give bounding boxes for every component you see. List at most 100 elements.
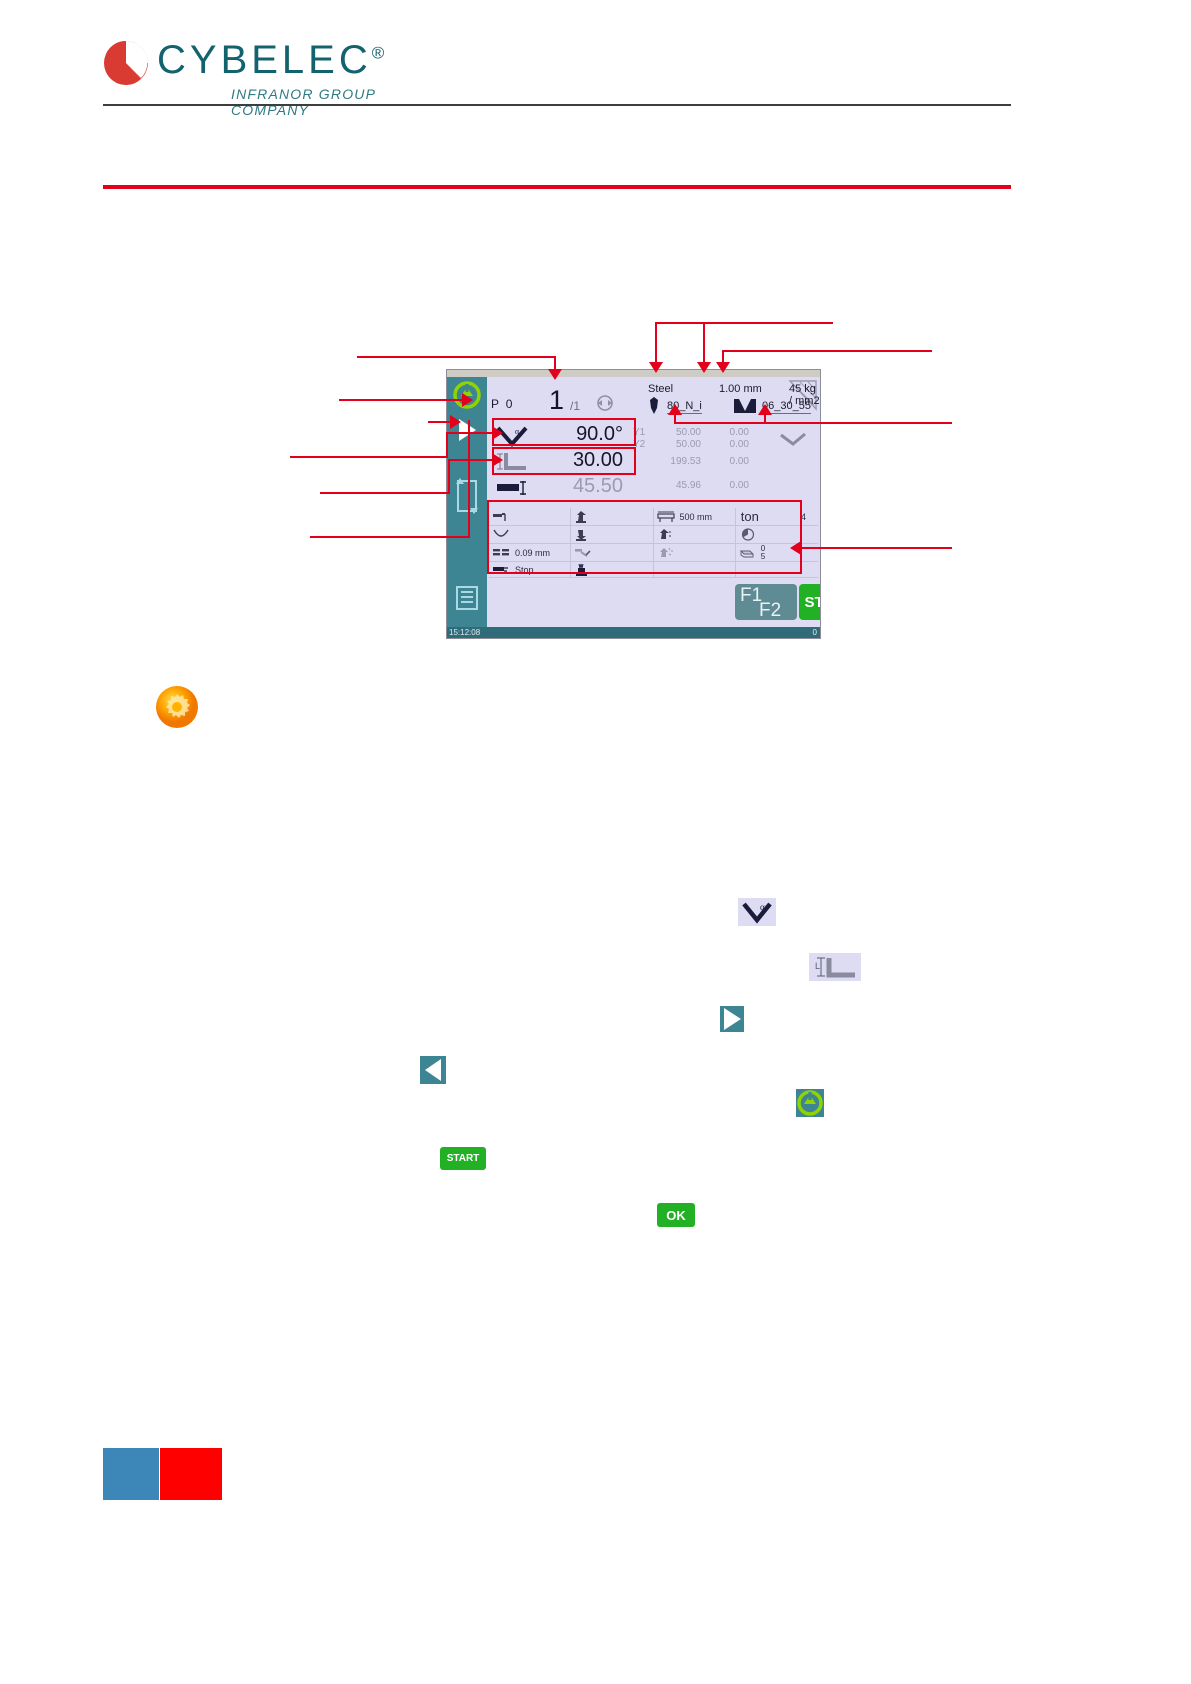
callout-line-die-v [764,414,766,423]
callout-arrow-punch [668,404,682,415]
hmi-content: P 0 1 /1 Steel 1.00 mm 45 kg / mm2 80_N_… [487,377,820,627]
program-label: P 0 [491,397,513,411]
program-number: 0 [505,397,513,411]
param-cell-spark[interactable] [653,544,736,562]
beam-depth-value: 45.50 [572,475,623,497]
axis-label-y1: Y1 [633,427,646,438]
callout-line-material-h [655,322,833,324]
status-right: 0 [812,628,817,637]
stop-label: Stop [515,564,534,575]
axis-corr-x: 0.00 [729,456,749,467]
repeat-loop-icon[interactable] [455,475,479,517]
axis-label-y2: Y2 [633,439,646,450]
counter-bottom: 5 [760,551,766,561]
svg-text:L: L [815,961,820,971]
beam-depth-field[interactable]: 45.50 [489,475,627,500]
callout-line-punch-v [674,414,676,423]
previous-step-icon[interactable] [420,1056,446,1084]
axis-value-r: 45.96 [675,480,701,491]
spark-icon [659,547,673,557]
highlight-box-flange [492,447,636,475]
material-thickness[interactable]: 1.00 mm [719,383,762,395]
pinch-up-icon [576,511,587,523]
param-cell-tonnage[interactable]: ton 4 [735,508,818,526]
param-cell-pie[interactable] [735,526,818,544]
settings-gear-icon [156,686,198,728]
beam-depth-icon [497,481,526,495]
slide-icon [575,549,591,557]
brand-wordmark: CYBELEC® [157,38,384,83]
param-cell-tool-station[interactable] [571,562,654,578]
die-name[interactable]: 06_30_55 [762,400,811,414]
function-keys-button[interactable]: F1 F2 [735,584,797,621]
next-step-icon[interactable] [455,417,479,443]
brand-logo: CYBELEC® INFRANOR GROUP COMPANY [103,38,433,118]
param-cell-bed-length[interactable]: 500 mm [653,508,736,526]
callout-line-tensile-h [722,350,932,352]
start-button[interactable]: START [440,1147,486,1170]
callout-line-table-v [468,420,470,537]
callout-arrow-die [758,404,772,415]
callout-line-tensile-v [722,350,724,364]
ok-label: OK [666,1207,686,1223]
callout-arrow-table-right [790,541,801,555]
footer-block-red [160,1448,222,1500]
axis-value-x: 199.53 [670,456,701,467]
sheet-gap-icon [493,549,509,556]
callout-line-flange-2 [448,459,494,461]
axis-corr-y2: 0.00 [729,439,749,450]
svg-text:α: α [515,427,520,436]
callout-line-flange [320,492,450,494]
header-divider [103,104,1011,106]
stop-icon [493,567,508,572]
hmi-status-bar: 15:12:08 0 [447,627,820,638]
param-cell-pinch-down[interactable] [571,526,654,544]
brand-tagline: INFRANOR GROUP COMPANY [231,86,376,118]
callout-arrow-angle [492,426,503,440]
f1-label: F1 [740,585,763,606]
step-total: /1 [570,399,581,413]
bend-angle-icon: α [738,898,776,926]
menu-list-icon[interactable] [454,585,480,611]
callout-line-material-v [655,322,657,364]
callout-arrow-next [450,415,461,429]
crowning-icon [493,529,509,537]
tool-station-icon [576,563,588,576]
param-cell-sheet-gap[interactable]: 0.09 mm [489,544,572,562]
callout-line-flange-v [448,459,450,493]
home-icon[interactable] [796,1089,824,1117]
callout-arrow-thickness [697,362,711,373]
param-cell-crowning[interactable] [489,526,572,544]
param-cell-empty-2 [735,562,818,578]
param-cell-pinch-point[interactable] [653,526,736,544]
callout-line-step-v [554,356,556,372]
callout-line-thickness-v [703,322,705,364]
footer-block-blue [103,1448,159,1500]
flange-length-icon: L [809,953,861,981]
next-step-icon[interactable] [720,1006,744,1032]
axis-value-y1: 50.00 [675,427,701,438]
step-current: 1 [549,385,565,415]
sheet-gap-value: 0.09 mm [515,547,551,558]
f2-label: F2 [759,600,782,621]
repeat-icon[interactable] [595,393,615,413]
callout-line-next [428,421,452,423]
bed-length-icon [656,511,675,522]
callout-arrow-step [548,369,562,380]
param-cell-stop[interactable]: Stop [489,562,572,578]
start-button[interactable]: START [799,584,820,620]
callout-line-angle-2 [446,432,494,434]
material-tensile[interactable]: 45 kg / mm2 [789,383,820,407]
param-cell-retract[interactable] [489,508,572,526]
material-name[interactable]: Steel [648,383,674,395]
callout-line-program [339,399,464,401]
ok-button[interactable]: OK [657,1203,695,1227]
param-cell-slide[interactable] [571,544,654,562]
callout-line-table-right [800,547,952,549]
axis-corr-r: 0.00 [729,480,749,491]
counter-icon [739,550,754,558]
svg-text:α: α [760,902,765,912]
param-cell-pinch-up[interactable] [571,508,654,526]
